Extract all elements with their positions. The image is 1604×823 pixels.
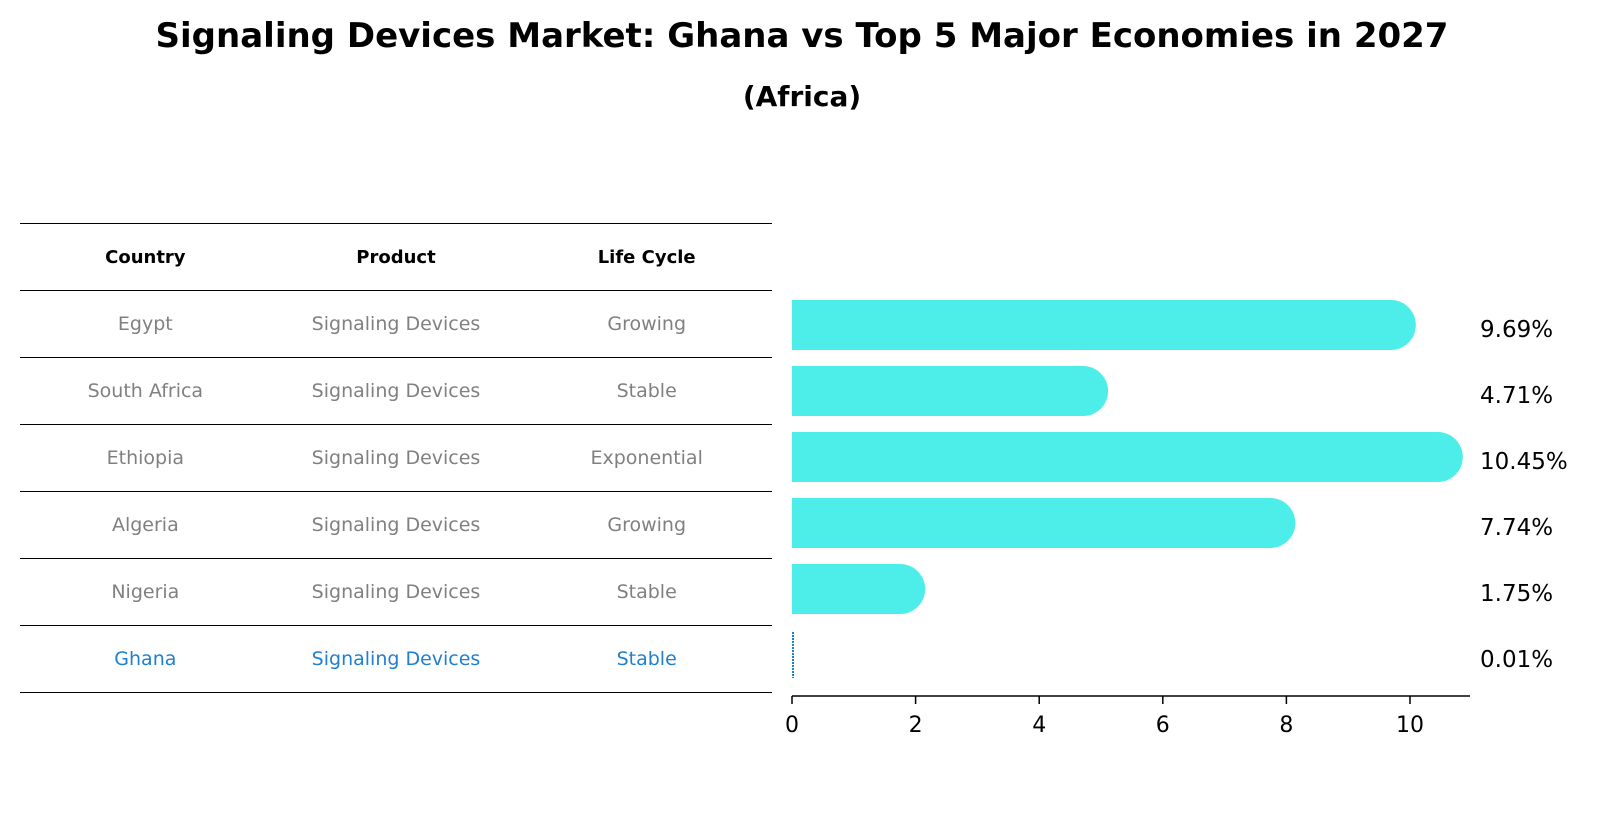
cell-life-cycle: Stable — [616, 380, 677, 402]
x-tick-label: 4 — [1032, 713, 1046, 738]
table-row: Egypt Signaling Devices Growing — [20, 290, 772, 357]
x-tick-label: 2 — [909, 713, 923, 738]
bar-nigeria — [792, 564, 926, 614]
table-row: South Africa Signaling Devices Stable — [20, 357, 772, 424]
cell-country: Nigeria — [111, 581, 180, 603]
x-tick-label: 0 — [785, 713, 799, 738]
cell-life-cycle: Stable — [616, 648, 677, 670]
bar-ethiopia — [792, 432, 1463, 482]
chart-title: Signaling Devices Market: Ghana vs Top 5… — [155, 16, 1449, 56]
table-row: Nigeria Signaling Devices Stable — [20, 558, 772, 625]
cell-product: Signaling Devices — [311, 380, 481, 402]
bar-egypt — [792, 300, 1416, 350]
value-label-south-africa: 4.71% — [1480, 383, 1553, 409]
table-row-highlight: Ghana Signaling Devices Stable — [20, 625, 772, 693]
cell-life-cycle: Growing — [607, 514, 687, 536]
x-tick-label: 10 — [1396, 713, 1424, 738]
value-label-egypt: 9.69% — [1480, 317, 1553, 343]
cell-country: Algeria — [111, 514, 179, 536]
cell-product: Signaling Devices — [311, 514, 481, 536]
table-header-row: Country Product Life Cycle — [20, 223, 772, 290]
cell-life-cycle: Exponential — [590, 447, 703, 469]
value-label-nigeria: 1.75% — [1480, 581, 1553, 607]
header-country: Country — [105, 246, 186, 268]
x-tick-label: 8 — [1279, 713, 1293, 738]
cell-life-cycle: Stable — [616, 581, 677, 603]
header-product: Product — [356, 246, 436, 268]
cell-product: Signaling Devices — [311, 313, 481, 335]
x-tick-label: 6 — [1156, 713, 1170, 738]
country-table: Country Product Life Cycle Egypt Signali… — [20, 223, 772, 693]
cell-product: Signaling Devices — [311, 581, 481, 603]
value-label-algeria: 7.74% — [1480, 515, 1553, 541]
cell-country: Ethiopia — [106, 447, 185, 469]
cell-country: Egypt — [117, 313, 173, 335]
cell-country: South Africa — [87, 380, 204, 402]
cell-life-cycle: Growing — [607, 313, 687, 335]
chart-subtitle: (Africa) — [742, 80, 862, 113]
table-row: Algeria Signaling Devices Growing — [20, 491, 772, 558]
cell-product: Signaling Devices — [311, 447, 481, 469]
bar-south-africa — [792, 366, 1109, 416]
cell-country: Ghana — [114, 648, 177, 670]
cell-product: Signaling Devices — [311, 648, 481, 670]
table-row: Ethiopia Signaling Devices Exponential — [20, 424, 772, 491]
value-label-ethiopia: 10.45% — [1480, 449, 1568, 475]
bar-algeria — [792, 498, 1296, 548]
header-life-cycle: Life Cycle — [597, 246, 696, 268]
value-label-ghana: 0.01% — [1480, 647, 1553, 673]
